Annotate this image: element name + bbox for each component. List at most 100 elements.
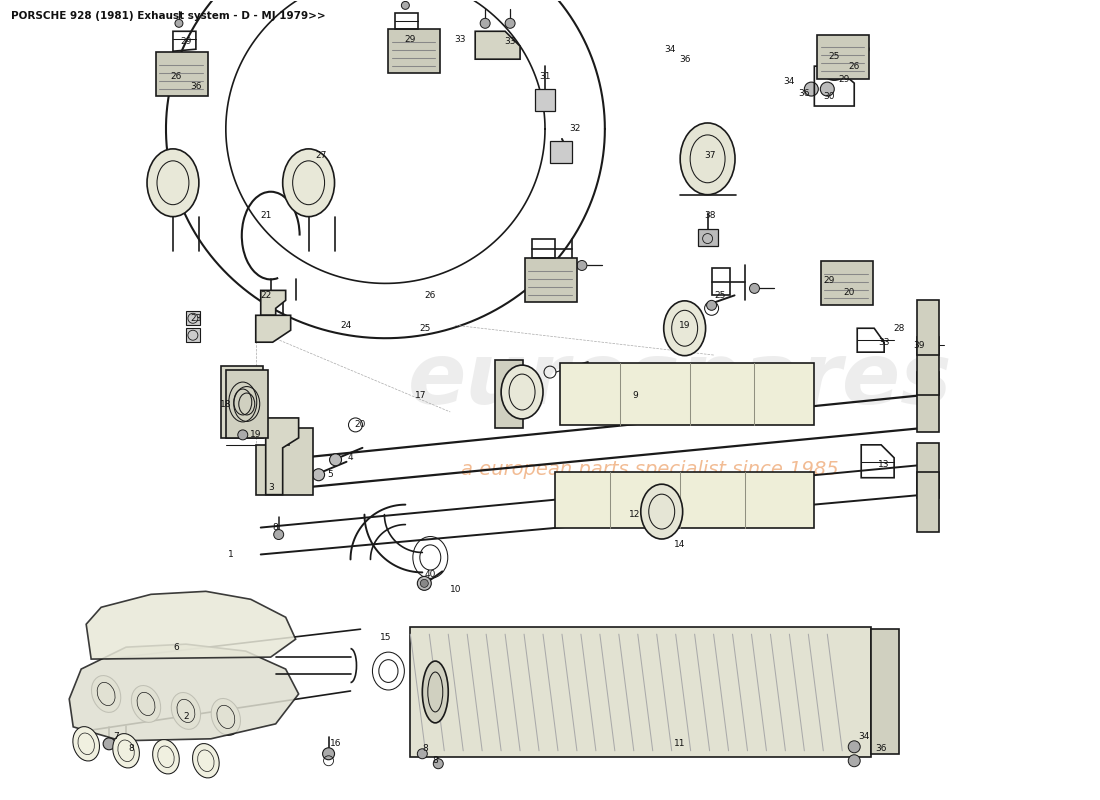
- Text: a european parts specialist since 1985: a european parts specialist since 1985: [461, 460, 838, 479]
- Text: 25: 25: [419, 324, 431, 333]
- Ellipse shape: [283, 149, 334, 217]
- Text: 23: 23: [190, 314, 201, 322]
- Circle shape: [267, 453, 277, 462]
- Bar: [186, 328, 200, 342]
- Circle shape: [481, 18, 491, 28]
- Text: PORSCHE 928 (1981) Exhaust system - D - MJ 1979>>: PORSCHE 928 (1981) Exhaust system - D - …: [11, 11, 326, 22]
- Text: 18: 18: [220, 401, 232, 410]
- Circle shape: [923, 485, 933, 494]
- Text: 8: 8: [422, 744, 428, 754]
- Polygon shape: [410, 627, 871, 757]
- Text: 3: 3: [267, 483, 274, 492]
- Text: 26: 26: [425, 291, 436, 300]
- Circle shape: [417, 749, 427, 758]
- Circle shape: [923, 383, 933, 393]
- Text: 29: 29: [824, 276, 835, 285]
- Circle shape: [433, 758, 443, 769]
- Bar: [871, 630, 899, 754]
- Polygon shape: [255, 428, 312, 494]
- Text: 29: 29: [405, 34, 416, 44]
- Circle shape: [880, 642, 890, 652]
- Circle shape: [923, 419, 933, 429]
- Ellipse shape: [113, 734, 140, 768]
- Text: 25: 25: [828, 52, 840, 61]
- Text: 10: 10: [450, 585, 461, 594]
- Ellipse shape: [192, 743, 219, 778]
- Bar: [388, 30, 440, 73]
- Text: 25: 25: [714, 291, 725, 300]
- Bar: [156, 52, 208, 96]
- Text: 19: 19: [679, 321, 691, 330]
- Text: 28: 28: [893, 324, 905, 333]
- Ellipse shape: [502, 365, 543, 419]
- Circle shape: [576, 261, 587, 270]
- Text: 1: 1: [228, 550, 233, 559]
- Ellipse shape: [211, 698, 241, 735]
- Bar: [917, 472, 939, 531]
- Text: 33: 33: [454, 34, 466, 44]
- Ellipse shape: [422, 661, 449, 723]
- Text: 33: 33: [505, 37, 516, 46]
- Text: 20: 20: [355, 421, 366, 430]
- Text: 9: 9: [631, 390, 638, 399]
- Bar: [917, 443, 939, 498]
- Text: 14: 14: [674, 540, 685, 549]
- Ellipse shape: [663, 301, 705, 356]
- Bar: [556, 472, 814, 527]
- Text: 36: 36: [679, 54, 691, 64]
- Text: 26: 26: [170, 72, 182, 81]
- Polygon shape: [255, 315, 290, 342]
- Circle shape: [420, 579, 428, 587]
- Bar: [186, 311, 200, 326]
- Text: 26: 26: [848, 62, 860, 70]
- Bar: [535, 89, 556, 111]
- Circle shape: [923, 485, 933, 494]
- Text: 34: 34: [858, 732, 870, 742]
- Text: 6: 6: [173, 642, 179, 652]
- Text: 20: 20: [844, 288, 855, 297]
- Bar: [550, 141, 572, 163]
- Text: 12: 12: [629, 510, 640, 519]
- Polygon shape: [261, 290, 286, 315]
- Text: 36: 36: [190, 82, 201, 90]
- Ellipse shape: [172, 693, 200, 730]
- Circle shape: [330, 454, 341, 466]
- Text: 4: 4: [348, 454, 353, 462]
- Bar: [525, 258, 576, 302]
- Circle shape: [277, 477, 288, 486]
- Text: 39: 39: [913, 341, 925, 350]
- Circle shape: [848, 741, 860, 753]
- Text: 38: 38: [704, 211, 715, 220]
- Circle shape: [274, 530, 284, 539]
- Circle shape: [504, 367, 514, 377]
- Polygon shape: [69, 644, 298, 741]
- Polygon shape: [475, 31, 520, 59]
- Ellipse shape: [147, 149, 199, 217]
- Text: 36: 36: [876, 744, 887, 754]
- Bar: [221, 366, 263, 438]
- Text: 34: 34: [664, 45, 675, 54]
- Ellipse shape: [91, 675, 121, 712]
- Circle shape: [238, 430, 248, 440]
- Text: 22: 22: [260, 291, 272, 300]
- Circle shape: [749, 283, 759, 294]
- Text: 8: 8: [273, 523, 278, 532]
- Circle shape: [312, 469, 324, 481]
- Bar: [697, 229, 717, 246]
- Text: 8: 8: [129, 744, 134, 754]
- Ellipse shape: [680, 123, 735, 194]
- Text: 16: 16: [330, 739, 341, 748]
- Circle shape: [505, 18, 515, 28]
- Circle shape: [804, 82, 818, 96]
- Circle shape: [923, 457, 933, 466]
- Circle shape: [880, 736, 890, 746]
- Text: 15: 15: [379, 633, 392, 642]
- Circle shape: [568, 368, 576, 376]
- Circle shape: [417, 576, 431, 590]
- Text: 33: 33: [879, 338, 890, 346]
- Ellipse shape: [73, 726, 99, 761]
- Text: 31: 31: [539, 72, 551, 81]
- Text: 5: 5: [328, 470, 333, 479]
- Circle shape: [706, 300, 716, 310]
- Text: 24: 24: [340, 321, 351, 330]
